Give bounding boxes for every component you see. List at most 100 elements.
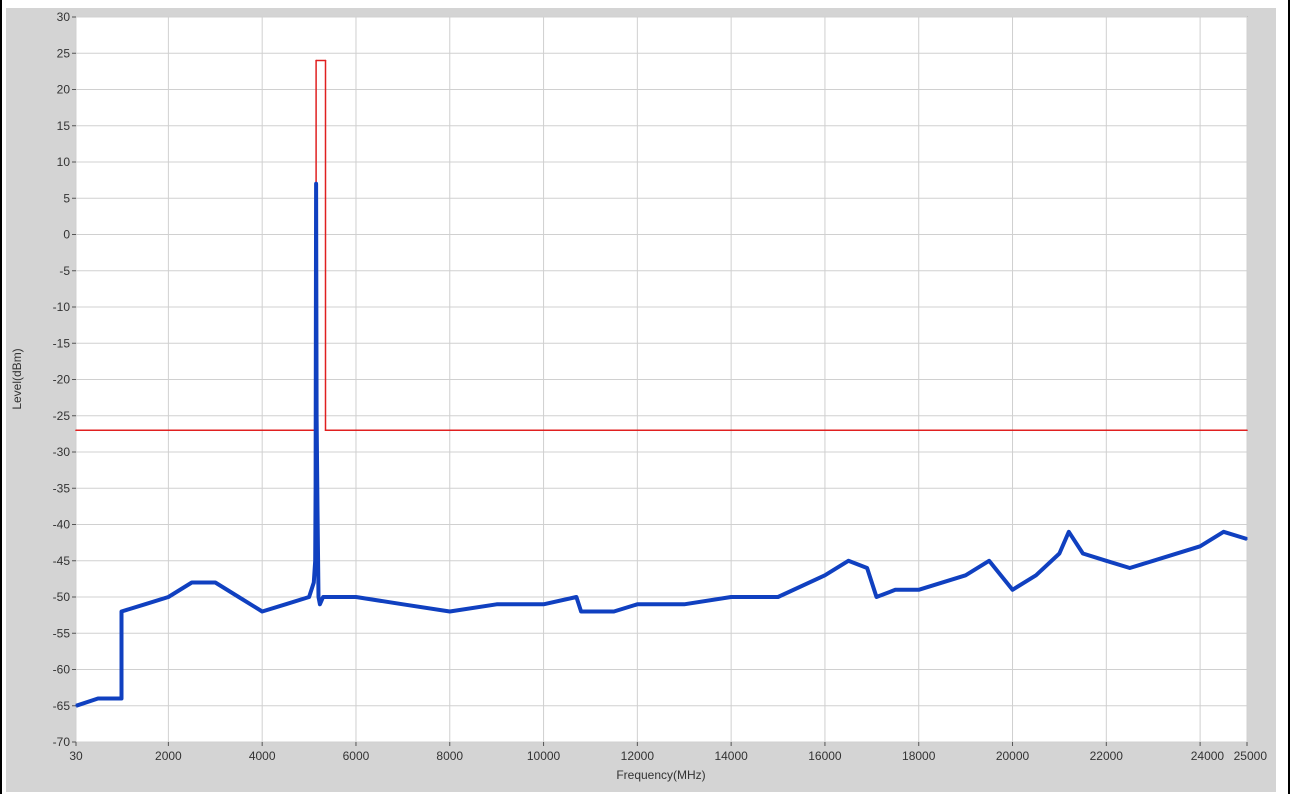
- data-point: [355, 596, 357, 598]
- x-tick-label: 14000: [714, 749, 748, 763]
- x-tick-label: 6000: [343, 749, 370, 763]
- data-point: [261, 610, 263, 613]
- y-tick-label: -35: [53, 481, 71, 495]
- data-point: [314, 487, 317, 490]
- data-point: [580, 610, 582, 613]
- y-tick-label: -40: [53, 518, 71, 532]
- data-point: [988, 559, 990, 562]
- data-point: [1035, 574, 1037, 577]
- data-point: [1067, 530, 1070, 533]
- y-tick-label: -5: [59, 264, 70, 278]
- data-point: [777, 596, 779, 598]
- y-tick-label: -10: [53, 300, 71, 314]
- series-line-0: [76, 59, 1247, 431]
- chart-panel: 30 2000 4000 6000 8000 10000 12000 14000 16000 18…: [6, 8, 1276, 792]
- data-point: [1082, 552, 1084, 555]
- data-point: [315, 182, 317, 185]
- data-point: [1128, 567, 1131, 569]
- y-axis-ticks: 30 25 20 15 10 5 0 -5 -10 -15 -20 -25 -30 -35 -40 -45 -5…: [53, 10, 76, 749]
- y-axis-title: Level(dBm): [10, 348, 24, 409]
- x-axis-title: Frequency(MHz): [616, 768, 705, 782]
- x-tick-label: 25000: [1234, 749, 1268, 763]
- x-tick-label: 30: [69, 749, 83, 763]
- data-point: [284, 603, 287, 606]
- y-tick-label: -15: [53, 336, 71, 350]
- x-tick-label: 20000: [996, 749, 1030, 763]
- y-tick-label: -60: [53, 663, 71, 677]
- y-tick-label: 25: [57, 46, 71, 60]
- data-point: [1246, 429, 1248, 432]
- data-point: [964, 574, 967, 577]
- y-tick-label: -30: [53, 445, 71, 459]
- series-line-1: [75, 181, 1248, 708]
- data-point: [866, 567, 868, 569]
- data-point: [730, 596, 732, 598]
- y-tick-label: 30: [57, 10, 71, 24]
- y-tick-label: 5: [63, 191, 70, 205]
- y-tick-label: 20: [57, 83, 71, 97]
- data-point: [120, 610, 123, 613]
- data-point: [317, 596, 320, 598]
- data-point: [315, 59, 317, 62]
- data-point: [1199, 545, 1201, 548]
- data-point: [120, 697, 123, 700]
- data-point: [824, 574, 826, 577]
- data-point: [448, 610, 451, 613]
- spectrum-chart: 30 2000 4000 6000 8000 10000 12000 14000 16000 18…: [10, 10, 1267, 782]
- data-point: [324, 59, 327, 62]
- grid-lines: [75, 16, 1248, 743]
- data-point: [315, 414, 318, 417]
- data-point: [316, 509, 319, 511]
- data-point: [1105, 559, 1108, 562]
- data-point: [402, 603, 404, 606]
- x-tick-label: 2000: [155, 749, 182, 763]
- data-point: [636, 603, 639, 606]
- y-tick-label: 10: [57, 155, 71, 169]
- data-point: [1246, 538, 1248, 540]
- data-point: [214, 581, 217, 584]
- data-point: [144, 603, 146, 606]
- data-point: [308, 596, 310, 598]
- data-point: [314, 559, 316, 562]
- y-tick-label: -20: [53, 373, 71, 387]
- y-tick-label: -45: [53, 554, 71, 568]
- data-point: [167, 596, 170, 598]
- y-tick-label: -70: [53, 735, 71, 749]
- x-tick-label: 8000: [436, 749, 463, 763]
- data-point: [683, 603, 686, 606]
- data-point: [75, 429, 77, 432]
- x-tick-label: 24000: [1191, 749, 1225, 763]
- y-tick-label: -65: [53, 699, 71, 713]
- y-tick-label: 15: [57, 119, 71, 133]
- data-point: [1011, 588, 1014, 591]
- x-tick-label: 10000: [527, 749, 561, 763]
- data-point: [1152, 559, 1155, 562]
- x-tick-label: 4000: [249, 749, 276, 763]
- data-point: [917, 588, 920, 591]
- data-point: [542, 603, 545, 606]
- data-point: [97, 697, 99, 700]
- y-tick-label: -50: [53, 590, 71, 604]
- data-point: [237, 596, 240, 598]
- data-point: [875, 596, 878, 598]
- data-point: [322, 596, 324, 598]
- data-point: [847, 559, 850, 562]
- x-tick-label: 12000: [621, 749, 655, 763]
- y-tick-label: -55: [53, 626, 71, 640]
- data-point: [495, 603, 498, 606]
- data-point: [1222, 530, 1225, 533]
- data-point: [319, 603, 321, 606]
- data-point: [312, 581, 315, 584]
- data-point: [575, 596, 578, 598]
- x-tick-label: 22000: [1090, 749, 1124, 763]
- data-point: [894, 588, 897, 591]
- series-layer: [75, 59, 1248, 708]
- data-point: [613, 610, 615, 613]
- x-tick-label: 16000: [808, 749, 842, 763]
- data-point: [191, 581, 193, 584]
- x-axis-ticks: 30 2000 4000 6000 8000 10000 12000 14000 16000 18…: [69, 742, 1267, 763]
- x-tick-label: 18000: [902, 749, 936, 763]
- y-tick-label: -25: [53, 409, 71, 423]
- data-point: [1058, 552, 1061, 555]
